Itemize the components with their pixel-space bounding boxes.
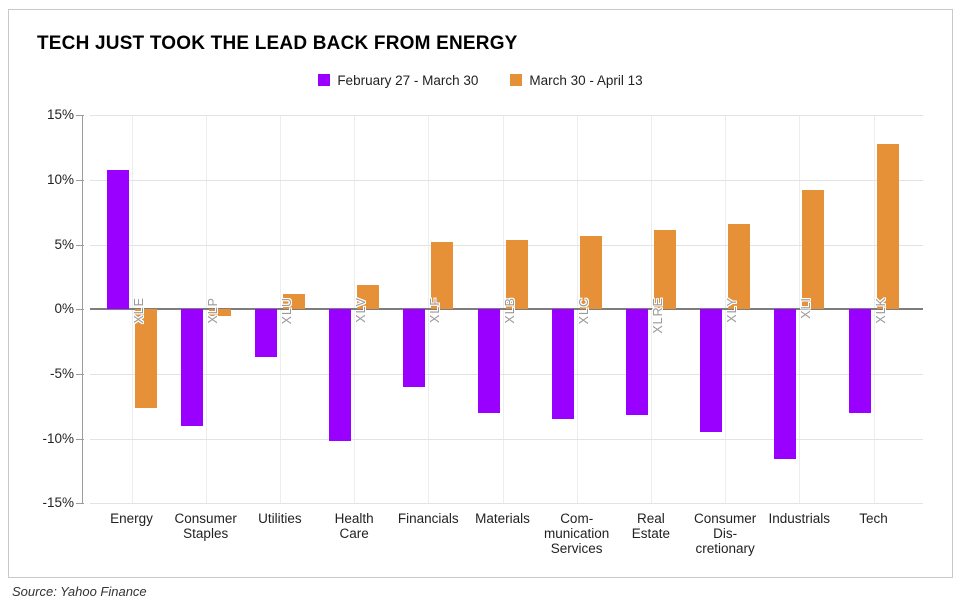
y-axis-tick [76,180,84,181]
ticker-annotation-xly: XLY [725,297,740,323]
x-axis-label-tech: Tech [859,511,888,526]
bar-industrials-march-30-april-13 [802,190,825,310]
bar-real-estate-february-27-march-30 [625,309,648,416]
bar-financials-march-30-april-13 [431,242,454,310]
y-axis-tick [76,374,84,375]
ticker-annotation-xlk: XLK [873,297,888,324]
ticker-annotation-xle: XLE [131,297,146,324]
bar-consumer-discretionary-march-30-april-13 [728,223,751,310]
ticker-annotation-xlp: XLP [205,297,220,324]
bar-consumer-staples-february-27-march-30 [180,309,203,426]
zero-baseline [90,308,923,311]
y-axis-label: 5% [54,236,74,252]
legend-swatch-icon [510,74,523,86]
y-axis-tick [76,115,84,117]
x-axis-label-consumer-staples: Consumer Staples [174,511,237,541]
x-axis-label-financials: Financials [397,511,459,526]
bar-consumer-staples-march-30-april-13 [208,309,231,316]
bar-consumer-discretionary-february-27-march-30 [700,309,723,433]
gridline [90,180,923,181]
ticker-annotation-xlb: XLB [502,297,517,324]
bar-real-estate-march-30-april-13 [653,230,676,310]
y-axis-label: 15% [46,107,74,123]
ticker-annotation-xlf: XLF [428,297,443,323]
bar-energy-february-27-march-30 [106,169,129,310]
legend: February 27 - March 30 March 30 - April 1… [8,71,953,89]
x-axis-label-industrials: Industrials [768,511,831,526]
bar-utilities-february-27-march-30 [254,309,277,358]
gridline [90,438,923,440]
bar-energy-march-30-april-13 [134,309,157,408]
bar-communication-services-march-30-april-13 [579,235,602,310]
y-axis-label: -10% [42,430,74,446]
gridline [90,503,923,505]
bar-utilities-march-30-april-13 [282,293,305,310]
gridline [90,115,923,117]
ticker-annotation-xlre: XLRE [650,297,665,334]
x-axis-label-communication-services: Com- munication Services [544,511,610,556]
chart-frame [8,9,953,578]
legend-label: February 27 - March 30 [337,72,479,88]
bar-materials-february-27-march-30 [477,309,500,413]
y-axis-tick [76,503,84,505]
x-axis-label-materials: Materials [475,511,530,526]
ticker-annotation-xli: XLI [799,297,814,319]
source-caption: Source: Yahoo Finance [12,584,147,599]
y-axis-label: -15% [42,495,74,511]
x-axis-label-consumer-discretionary: Consumer Dis- cretionary [693,511,757,556]
ticker-annotation-xlv: XLV [354,297,369,323]
y-axis-tick [76,244,84,246]
x-axis-label-utilities: Utilities [258,511,302,526]
legend-label: March 30 - April 13 [529,72,643,88]
legend-swatch-icon [318,74,331,86]
legend-item-february-27-march-30: February 27 - March 30 [318,73,478,88]
y-axis-tick [76,309,84,311]
x-axis-label-energy: Energy [110,511,153,526]
bar-health-care-february-27-march-30 [329,309,352,442]
bar-materials-march-30-april-13 [505,239,528,310]
y-axis-line [82,115,83,503]
y-axis-label: -5% [49,366,74,381]
y-axis-tick [76,438,84,440]
bar-tech-march-30-april-13 [876,143,899,310]
bar-communication-services-february-27-march-30 [551,309,574,420]
y-axis-label: 0% [54,301,74,317]
gridline [90,374,923,375]
x-axis-label-real-estate: Real Estate [631,511,671,541]
legend-item-march-30-april-13: March 30 - April 13 [510,72,643,88]
chart-title: TECH JUST TOOK THE LEAD BACK FROM ENERGY [37,33,518,54]
bar-financials-february-27-march-30 [403,309,426,387]
x-axis-label-health-care: Health Care [334,511,374,541]
ticker-annotation-xlc: XLC [576,297,591,325]
ticker-annotation-xlu: XLU [279,297,294,325]
bar-industrials-february-27-march-30 [774,309,797,460]
y-axis-label: 10% [46,172,74,187]
bar-health-care-march-30-april-13 [357,284,380,310]
bar-tech-february-27-march-30 [848,309,871,413]
